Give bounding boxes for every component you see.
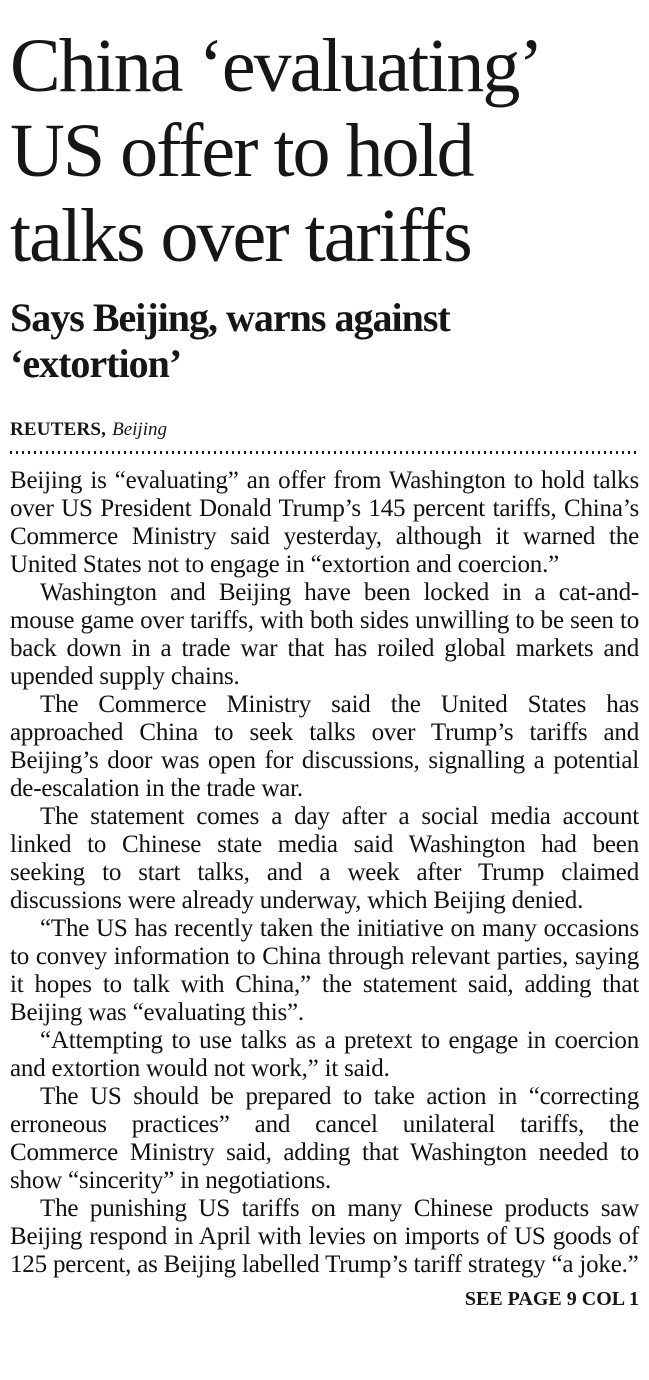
headline-line-3: talks over tariffs xyxy=(10,194,473,278)
article-body: Beijing is “evaluating” an offer from Wa… xyxy=(10,467,639,1279)
subheadline: Says Beijing, warns against ‘extortion’ xyxy=(10,295,639,387)
paragraph-4: The statement comes a day after a social… xyxy=(10,803,639,914)
headline: China ‘evaluating’ US offer to hold talk… xyxy=(10,24,639,279)
headline-line-1: China ‘evaluating’ xyxy=(10,24,544,108)
paragraph-6: “Attempting to use talks as a pretext to… xyxy=(10,1027,639,1082)
paragraph-3: The Commerce Ministry said the United St… xyxy=(10,691,639,802)
headline-line-2: US offer to hold xyxy=(10,109,475,193)
paragraph-8: The punishing US tariffs on many Chinese… xyxy=(10,1195,639,1278)
byline: REUTERS, Beijing xyxy=(10,419,639,441)
paragraph-7: The US should be prepared to take action… xyxy=(10,1083,639,1194)
byline-location: Beijing xyxy=(112,419,167,440)
subheadline-line-1: Says Beijing, warns against xyxy=(10,295,451,340)
paragraph-2: Washington and Beijing have been locked … xyxy=(10,579,639,690)
paragraph-5: “The US has recently taken the initiativ… xyxy=(10,915,639,1026)
jump-line: SEE PAGE 9 COL 1 xyxy=(464,1288,639,1310)
byline-agency: REUTERS, xyxy=(10,419,107,440)
dotted-separator xyxy=(10,451,639,454)
paragraph-1: Beijing is “evaluating” an offer from Wa… xyxy=(10,467,639,578)
subheadline-line-2: ‘extortion’ xyxy=(10,341,182,386)
